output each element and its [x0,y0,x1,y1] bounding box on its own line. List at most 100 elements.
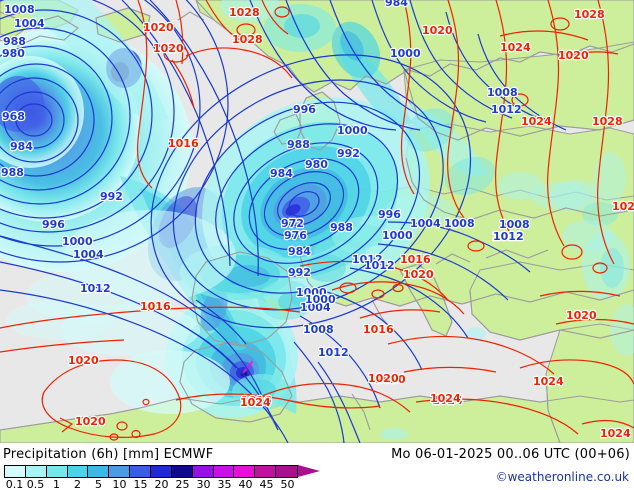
isobar-label-low: 1000 [305,293,336,306]
isobar-label-low: 1000 [305,293,336,306]
isobar-label-low: 1012 [491,103,522,116]
isobar-label-low: 980 [305,158,328,171]
isobars-low [0,0,567,443]
legend-swatch [192,466,214,477]
isobar-label-high: 1020 [375,373,406,386]
isobar-label-high: 1020 [422,24,453,37]
legend-tick: 2 [74,478,81,490]
isobar-label-low: 1008 [499,218,530,231]
legend-tick: 0.5 [26,478,45,490]
legend-tick: 30 [196,478,211,490]
isobar-label-high: 1020 [558,49,589,62]
isobar-label-high: 1020 [368,372,399,385]
isobar-label-low: 988 [3,35,26,48]
legend-swatch [130,466,152,477]
isobar-label-low: 988 [330,221,353,234]
isobar-label-high: 1024 [612,200,634,213]
isobar-label-high: 1016 [363,323,394,336]
isobar-label-high: 1016 [400,253,431,266]
isobar-label-low: 984 [288,245,311,258]
isobar-label-low: 984 [270,167,293,180]
isobar-label-low: 972 [281,217,304,230]
legend-tick: 1 [53,478,60,490]
legend-tick: 45 [259,478,274,490]
legend-tick: 0.1 [5,478,24,490]
legend-swatch [25,466,47,477]
isobar-label-low: 1012 [80,282,111,295]
legend-tick: 50 [280,478,295,490]
footer-bar: Precipitation (6h) [mm] ECMWF Mo 06-01-2… [0,443,634,490]
isobar-label-high: 1020 [153,42,184,55]
isobar-label-low: 1012 [318,346,349,359]
isobar-label-low: 1000 [382,229,413,242]
isobar-label-low: 1012 [364,259,395,272]
isobar-label-low: 1004 [73,248,104,261]
isobar-label-low: 1000 [337,124,368,137]
isobar-label-low: 992 [337,147,360,160]
legend-tick: 35 [217,478,232,490]
isobar-label-high: 1028 [232,33,263,46]
isobar-label-low: 1000 [390,47,421,60]
isobar-label-high: 1024 [430,392,461,405]
legend-tick: 40 [238,478,253,490]
isobar-label-high: 1024 [600,427,631,440]
legend-colour-bar [4,465,298,478]
legend-swatch [171,466,193,477]
isobar-label-low: 976 [284,229,307,242]
isobar-label-low: 1008 [303,323,334,336]
isobar-label-high: 1020 [68,354,99,367]
isobar-label-low: 968 [2,110,25,123]
chart-title: Precipitation (6h) [mm] ECMWF [3,447,214,462]
legend-tick: 5 [95,478,102,490]
legend-swatch [5,466,26,477]
isobar-label-high: 1028 [229,6,260,19]
isobar-label-low: 1000 [296,286,327,299]
isobar-label-high: 1020 [566,309,597,322]
isobar-label-low: 992 [288,266,311,279]
map-graphic: 1008100498898096898498899299610001004101… [0,0,634,443]
isobar-label-low: 996 [378,208,401,221]
isobar-label-low: 1012 [492,230,523,243]
legend-overflow-arrow [298,465,320,477]
isobar-label-low: 1004 [410,217,441,230]
legend-swatch [255,466,277,477]
isobar-label-low: 984 [385,0,408,9]
isobar-label-low: 1012 [352,253,383,266]
isobar-label-low: 992 [100,190,123,203]
legend-swatch [234,466,256,477]
isobar-label-high: 1024 [533,375,564,388]
isobar-low-labels: 1008100498898096898498899299610001004101… [0,0,531,360]
isobar-label-high: 1020 [143,21,174,34]
legend-swatch [109,466,131,477]
model-run-timestamp: Mo 06-01-2025 00..06 UTC (00+06) [391,447,630,462]
isobar-label-high: 1016 [241,394,272,407]
precipitation-field [0,0,634,440]
isobar-label-low: 988 [1,166,24,179]
map-viewport[interactable]: 1008 1004 988 980 968 984 988 992 996 1000 1004 101… [0,0,634,443]
isobar-label-low: 1008 [487,86,518,99]
legend-tick: 15 [133,478,148,490]
legend-swatch [67,466,89,477]
isobar-label-high: 1024 [432,394,463,407]
isobar-label-high: 1020 [403,268,434,281]
isobar-label-low: 996 [293,103,316,116]
isobar-label-low: 1004 [14,17,45,30]
legend-swatch [276,466,298,477]
legend-swatch [213,466,235,477]
isobar-label-high: 1024 [500,41,531,54]
isobar-high-labels: 1020 1028 1020 1028 1020 1024 1020 1028 1024 1028… [67,5,634,441]
legend-tick: 25 [175,478,190,490]
isobar-label-low: 988 [287,138,310,151]
isobar-label-low: 984 [10,140,33,153]
copyright-credit: ©weatheronline.co.uk [495,470,629,484]
isobar-label-low: 1008 [4,3,35,16]
isobar-label-high: 1028 [574,8,605,21]
isobar-label-low: 1004 [300,301,331,314]
legend-tick-labels: 0.1 0.5 1 2 5 10 15 20 25 30 35 40 45 50 [4,478,328,490]
isobar-label-high: 1016 [168,137,199,150]
isobar-label-low: 980 [2,47,25,60]
legend: 0.1 0.5 1 2 5 10 15 20 25 30 35 40 45 50 [4,465,334,490]
legend-swatch [88,466,110,477]
isobar-label-high: 1028 [592,115,623,128]
